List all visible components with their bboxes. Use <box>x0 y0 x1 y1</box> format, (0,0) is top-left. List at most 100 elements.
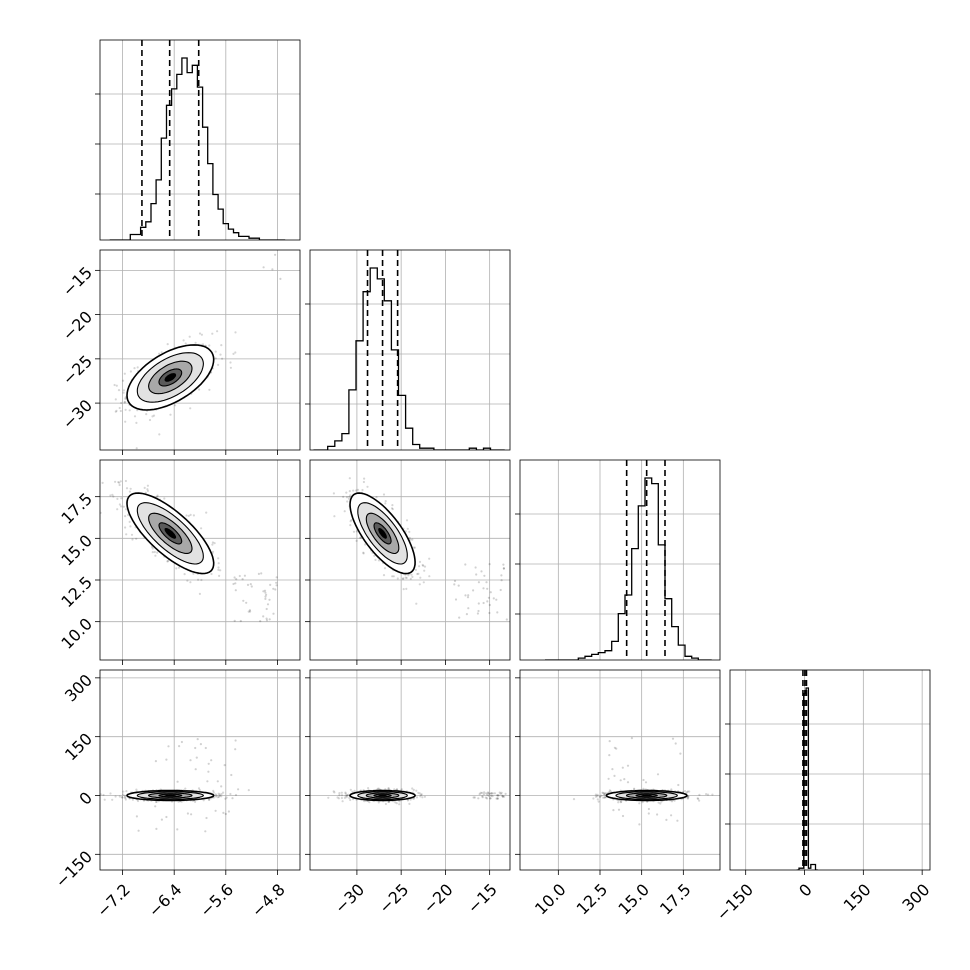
sample-point <box>225 796 228 799</box>
sample-point <box>113 383 116 387</box>
sample-point <box>151 551 154 554</box>
outlier-point <box>214 809 217 812</box>
sample-point <box>114 398 117 401</box>
sample-point <box>673 799 676 802</box>
x-tick-label: −7.2 <box>93 880 134 921</box>
sample-point <box>211 332 214 335</box>
sample-point <box>200 578 203 582</box>
sample-point <box>122 793 125 796</box>
sample-point <box>596 798 599 801</box>
sample-point <box>213 542 216 545</box>
outlier-point <box>489 591 492 594</box>
sample-point <box>224 797 227 800</box>
sample-point <box>234 793 238 797</box>
x-tick-label: −15 <box>464 880 501 917</box>
sample-point <box>602 796 605 799</box>
outlier-point <box>488 563 491 566</box>
sample-point <box>594 793 598 796</box>
sample-point <box>125 790 128 793</box>
sample-point <box>345 796 348 799</box>
sample-point <box>217 363 220 366</box>
sample-point <box>374 558 377 562</box>
sample-point <box>408 802 411 806</box>
sample-point <box>189 581 192 584</box>
outlier-point <box>674 742 677 745</box>
sample-point <box>215 794 218 797</box>
sample-point <box>592 797 595 800</box>
outlier-point <box>500 791 503 794</box>
outlier-point <box>655 265 657 267</box>
outlier-point <box>135 815 138 818</box>
sample-point <box>124 515 127 518</box>
sample-point <box>395 802 398 805</box>
outlier-point <box>239 619 242 623</box>
sample-point <box>366 485 369 488</box>
outlier-point <box>609 295 611 297</box>
sample-point <box>393 788 396 791</box>
sample-point <box>705 793 708 796</box>
sample-point <box>697 797 700 800</box>
outlier-point <box>241 578 244 581</box>
y-tick-label: 15.0 <box>57 531 96 570</box>
outlier-point <box>423 263 425 265</box>
sample-point <box>222 791 225 794</box>
sample-point <box>234 331 237 334</box>
sample-point <box>156 494 159 497</box>
sample-point <box>409 798 412 801</box>
outlier-point <box>186 812 189 815</box>
outlier-point <box>665 818 668 822</box>
sample-point <box>118 503 121 506</box>
sample-point <box>146 488 149 491</box>
sample-point <box>633 787 636 790</box>
outlier-point <box>190 813 193 816</box>
sample-point <box>114 410 117 413</box>
sample-point <box>376 787 379 791</box>
sample-point <box>103 798 106 801</box>
outlier-point <box>275 584 278 587</box>
sample-point <box>422 581 425 584</box>
sample-point <box>401 577 404 581</box>
outlier-point <box>482 587 485 590</box>
outlier-point <box>644 781 648 784</box>
panel-frame <box>99 669 301 871</box>
outlier-point <box>262 615 265 618</box>
sample-point <box>415 789 418 792</box>
sample-point <box>201 343 205 346</box>
sample-point <box>407 574 410 577</box>
outlier-point <box>503 795 506 798</box>
outlier-point <box>265 617 268 620</box>
y-tick-label: 150 <box>61 729 96 764</box>
sample-point <box>188 335 191 338</box>
outlier-point <box>496 268 498 270</box>
sample-point <box>122 379 125 382</box>
sample-point <box>112 495 115 498</box>
sample-point <box>608 791 611 794</box>
sample-point <box>353 789 356 793</box>
outlier-point <box>496 611 499 614</box>
sample-point <box>362 480 365 484</box>
sample-point <box>124 420 127 423</box>
panel-frame <box>519 459 721 661</box>
sample-point <box>363 800 366 803</box>
outlier-point <box>472 589 475 592</box>
outlier-point <box>505 618 508 621</box>
outlier-point <box>449 253 451 255</box>
sample-point <box>111 493 114 496</box>
y-tick-label: −15 <box>59 263 96 300</box>
sample-point <box>603 796 606 799</box>
sample-point <box>218 794 221 797</box>
sample-point <box>131 798 134 801</box>
outlier-point <box>608 740 611 743</box>
sample-point <box>332 790 335 793</box>
sample-point <box>125 508 128 511</box>
sample-point <box>405 576 408 580</box>
sample-point <box>598 795 601 798</box>
outlier-point <box>472 796 475 799</box>
outlier-point <box>488 603 491 607</box>
sample-point <box>596 795 599 798</box>
outlier-point <box>670 286 672 288</box>
y-tick-label: −30 <box>59 396 96 433</box>
outlier-point <box>176 828 179 831</box>
outlier-point <box>274 253 277 256</box>
sample-point <box>349 524 352 527</box>
